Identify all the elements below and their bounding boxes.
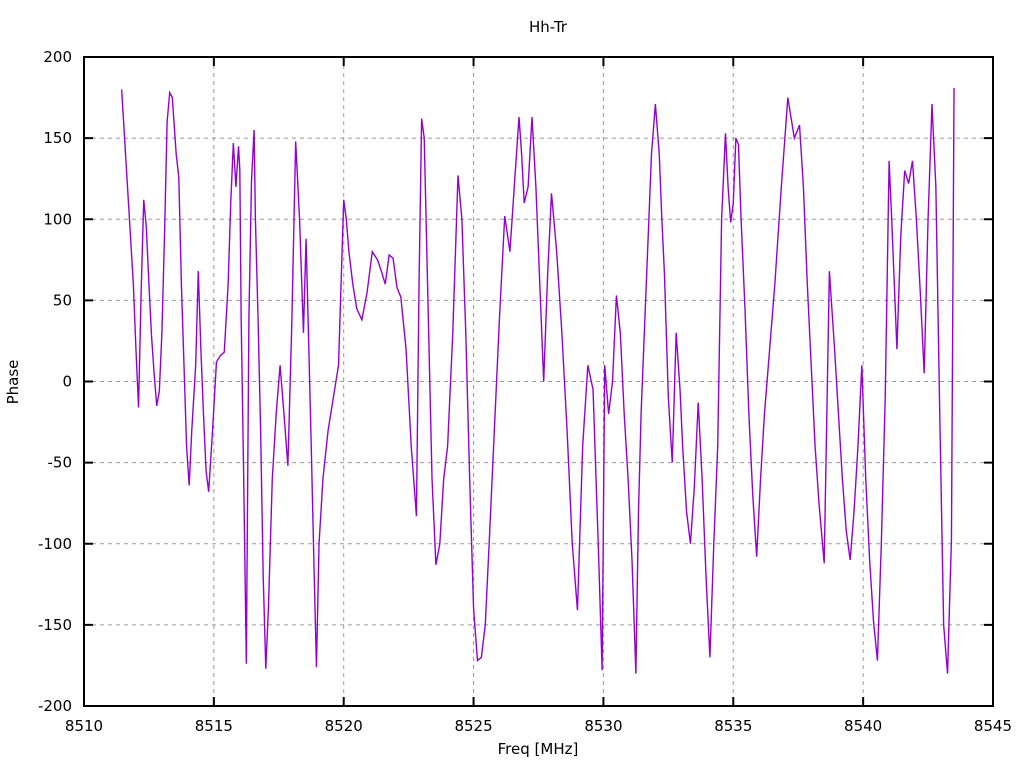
- y-tick-label: -200: [38, 697, 72, 715]
- plot-frame: [83, 56, 994, 707]
- x-tick-label: 8510: [65, 717, 103, 735]
- x-axis-ticks: 8510 8515 8520 8525 8530 8535 8540 8545: [65, 57, 1012, 735]
- y-tick-label: 50: [53, 291, 72, 309]
- y-tick-label: 0: [62, 373, 72, 391]
- y-tick-label: 200: [43, 48, 72, 66]
- x-tick-label: 8540: [844, 717, 882, 735]
- x-tick-label: 8545: [974, 717, 1012, 735]
- y-axis-ticks: -200 -150 -100 -50 0 50 100 150 200: [38, 48, 993, 715]
- x-tick-label: 8535: [714, 717, 752, 735]
- x-tick-label: 8515: [195, 717, 233, 735]
- x-tick-label: 8530: [584, 717, 622, 735]
- y-tick-label: 150: [43, 129, 72, 147]
- y-axis-label: Phase: [4, 360, 22, 405]
- data-series-group: [120, 87, 955, 674]
- y-tick-label: 100: [43, 210, 72, 228]
- chart-title: Hh-Tr: [529, 18, 568, 36]
- x-tick-label: 8525: [454, 717, 492, 735]
- data-line-hh-tr: [120, 87, 955, 674]
- x-tick-label: 8520: [325, 717, 363, 735]
- x-axis-label: Freq [MHz]: [498, 740, 579, 758]
- y-tick-label: -50: [48, 454, 73, 472]
- y-tick-label: -100: [38, 535, 72, 553]
- y-tick-label: -150: [38, 616, 72, 634]
